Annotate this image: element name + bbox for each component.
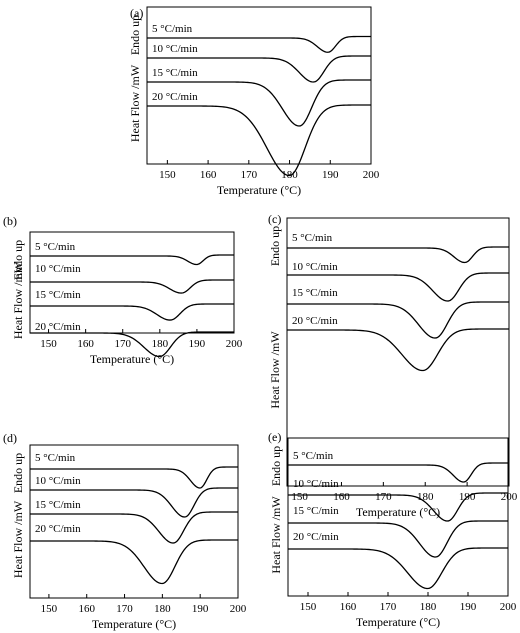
series-label: 5 °C/min — [35, 452, 76, 464]
x-tick-label: 170 — [114, 338, 131, 350]
x-tick-label: 160 — [340, 601, 357, 613]
x-tick-label: 160 — [333, 491, 350, 503]
x-tick-label: 200 — [226, 338, 243, 350]
series-label: 5 °C/min — [152, 23, 193, 35]
dsc-curve — [30, 254, 234, 266]
x-axis-label: Temperature (°C) — [356, 615, 440, 629]
dsc-curve — [30, 511, 238, 544]
x-tick-label: 160 — [78, 603, 95, 615]
x-tick-label: 180 — [420, 601, 437, 613]
panel-label: (b) — [3, 214, 17, 228]
dsc-curve — [147, 79, 371, 127]
endo-up-label: Endo up — [269, 446, 283, 486]
series-label: 10 °C/min — [292, 261, 338, 273]
x-tick-label: 180 — [154, 603, 171, 615]
endo-up-label: Endo up — [128, 15, 142, 55]
x-axis-label: Temperature (°C) — [90, 352, 174, 366]
x-tick-label: 160 — [200, 169, 217, 181]
x-tick-label: 170 — [375, 491, 392, 503]
dsc-curve — [288, 520, 508, 558]
x-tick-label: 160 — [77, 338, 94, 350]
plot-frame — [287, 437, 509, 597]
series-label: 10 °C/min — [293, 478, 339, 490]
endo-up-label: Endo up — [268, 226, 282, 266]
series-label: 5 °C/min — [35, 241, 76, 253]
y-axis-label: Heat Flow /mW — [128, 64, 142, 142]
dsc-curve — [287, 301, 509, 339]
x-tick-label: 190 — [460, 601, 477, 613]
x-tick-label: 190 — [189, 338, 206, 350]
endo-up-label: Endo up — [11, 453, 25, 493]
y-axis-label: Heat Flow /mW — [11, 500, 25, 578]
x-tick-label: 180 — [152, 338, 169, 350]
dsc-curve — [147, 35, 371, 53]
y-axis-label: Heat Flow /mW — [268, 331, 282, 409]
x-tick-label: 190 — [192, 603, 209, 615]
dsc-curve — [147, 55, 371, 83]
plot-frame — [29, 444, 239, 599]
series-label: 20 °C/min — [293, 531, 339, 543]
dsc-curve — [30, 466, 238, 489]
dsc-curve — [288, 462, 508, 483]
x-tick-label: 180 — [417, 491, 434, 503]
dsc-curve — [287, 246, 509, 264]
x-tick-label: 150 — [40, 338, 57, 350]
panel-e: (e) 150 160 170 180 190 200 Temperature (°C) Hea… — [268, 430, 517, 629]
panel-b: (b) 150 160 170 180 190 200 Temperature (°C) Hea… — [3, 214, 243, 366]
endo-up-label: Endo up — [11, 240, 25, 280]
y-axis-label: Heat Flow /mW — [11, 261, 25, 339]
dsc-curve — [30, 331, 234, 358]
x-tick-label: 150 — [300, 601, 317, 613]
x-tick-label: 190 — [322, 169, 339, 181]
panel-d: (d) 150 160 170 180 190 200 Temperature (°C) Hea… — [3, 431, 247, 631]
series-label: 5 °C/min — [292, 232, 333, 244]
dsc-curve — [147, 104, 371, 177]
x-tick-label: 200 — [501, 491, 518, 503]
series-label: 10 °C/min — [35, 263, 81, 275]
x-axis-label: Temperature (°C) — [217, 183, 301, 197]
x-tick-label: 150 — [41, 603, 58, 615]
panel-label: (d) — [3, 431, 17, 445]
dsc-curve — [30, 303, 234, 321]
x-tick-label: 150 — [159, 169, 176, 181]
x-axis-label: Temperature (°C) — [356, 505, 440, 519]
series-label: 10 °C/min — [152, 43, 198, 55]
x-tick-label: 170 — [116, 603, 133, 615]
series-label: 15 °C/min — [35, 499, 81, 511]
series-label: 15 °C/min — [292, 287, 338, 299]
dsc-curve — [287, 328, 509, 372]
series-label: 20 °C/min — [292, 315, 338, 327]
series-label: 20 °C/min — [152, 91, 198, 103]
series-label: 15 °C/min — [35, 289, 81, 301]
dsc-curve — [288, 547, 508, 590]
dsc-curve — [288, 492, 508, 522]
dsc-curve — [287, 272, 509, 302]
series-label: 15 °C/min — [293, 505, 339, 517]
x-tick-label: 170 — [241, 169, 258, 181]
x-tick-label: 200 — [500, 601, 517, 613]
plot-frame — [286, 217, 510, 487]
panel-label: (c) — [268, 212, 281, 226]
panel-label: (a) — [130, 6, 143, 20]
plot-frame — [146, 6, 372, 165]
series-label: 15 °C/min — [152, 67, 198, 79]
x-tick-label: 200 — [363, 169, 380, 181]
x-tick-label: 200 — [230, 603, 247, 615]
x-tick-label: 170 — [380, 601, 397, 613]
dsc-curve — [30, 279, 234, 294]
dsc-curve — [30, 539, 238, 585]
dsc-curve — [30, 487, 238, 518]
series-label: 5 °C/min — [293, 450, 334, 462]
series-label: 10 °C/min — [35, 475, 81, 487]
series-label: 20 °C/min — [35, 321, 81, 333]
x-axis-label: Temperature (°C) — [92, 617, 176, 631]
x-tick-label: 150 — [291, 491, 308, 503]
y-axis-label: Heat Flow /mW — [269, 496, 283, 574]
panel-label: (e) — [268, 430, 281, 444]
series-label: 20 °C/min — [35, 523, 81, 535]
